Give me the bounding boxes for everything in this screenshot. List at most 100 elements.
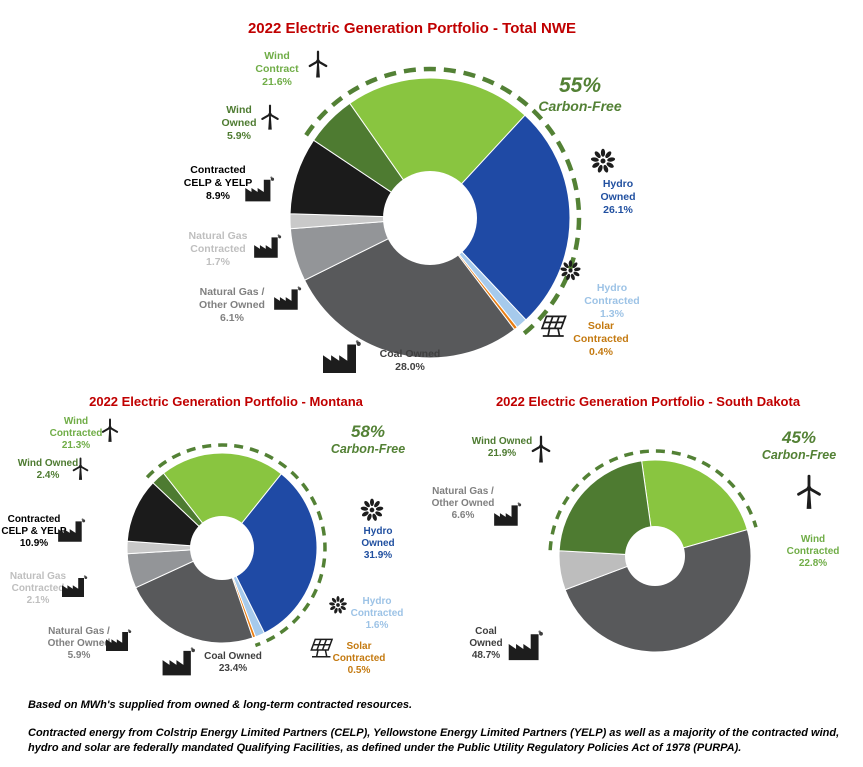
factory-icon	[252, 234, 282, 260]
segment-name: Contracted CELP & YELP	[1, 514, 67, 538]
factory-icon	[160, 647, 196, 678]
factory-icon	[56, 518, 86, 544]
wind-turbine-icon	[303, 50, 333, 80]
segment-label-natural-gas-contracted: Natural Gas Contracted 1.7%	[178, 230, 258, 268]
segment-value: 31.9%	[363, 550, 393, 562]
factory-icon	[60, 575, 88, 599]
segment-label-celp-yelp: Contracted CELP & YELP 10.9%	[0, 514, 68, 551]
segment-value: 28.0%	[395, 360, 425, 373]
slice-hydro-owned	[221, 473, 318, 634]
segment-label-hydro-owned: Hydro Owned 31.9%	[346, 526, 410, 563]
segment-name: Wind Contract	[255, 50, 299, 75]
segment-name: Solar Contracted	[332, 641, 386, 665]
segment-name: Hydro Owned	[600, 178, 636, 203]
wind-turbine-icon	[68, 457, 93, 482]
footnote-purpa: Contracted energy from Colstrip Energy L…	[28, 727, 840, 754]
segment-name: Natural Gas / Other Owned	[47, 626, 111, 650]
factory-icon	[506, 630, 544, 663]
segment-value: 1.3%	[600, 307, 624, 320]
chart-title: 2022 Electric Generation Portfolio - Tot…	[247, 20, 577, 37]
segment-label-wind-contracted: Wind Contracted 22.8%	[776, 534, 850, 571]
slice-hydro-owned	[429, 114, 571, 321]
factory-icon	[243, 176, 275, 204]
slice-wind-contracted	[162, 452, 283, 549]
chart-title: 2022 Electric Generation Portfolio - Sou…	[495, 394, 801, 409]
segment-name: Coal Owned	[379, 348, 441, 360]
segment-label-natural-gas-other-owned: Natural Gas / Other Owned 6.6%	[418, 486, 508, 523]
segment-value: 22.8%	[798, 558, 828, 570]
segment-label-wind-contracted: Wind Contracted 21.3%	[40, 416, 112, 453]
segment-name: Wind Contracted	[786, 534, 840, 558]
slice-coal-owned	[564, 529, 752, 653]
segment-name: Wind Owned	[221, 104, 257, 129]
segment-value: 10.9%	[19, 538, 49, 550]
carbon-free-callout: 58% Carbon-Free	[308, 422, 428, 456]
segment-value: 6.1%	[220, 311, 244, 324]
carbon-free-word: Carbon-Free	[538, 98, 622, 114]
segment-name: Natural Gas / Other Owned	[431, 486, 495, 510]
slice-wind-owned	[558, 460, 656, 557]
segment-value: 2.1%	[26, 595, 50, 607]
donut-total-nwe	[289, 66, 582, 359]
segment-value: 26.1%	[603, 203, 633, 216]
segment-name: Hydro Contracted	[350, 596, 404, 620]
donut-hole	[625, 526, 685, 586]
donut-south-dakota	[548, 449, 758, 653]
segment-label-wind-contract: Wind Contract 21.6%	[242, 50, 312, 88]
segment-value: 21.9%	[487, 448, 517, 460]
segment-value: 48.7%	[471, 650, 501, 662]
segment-label-coal-owned: Coal Owned 23.4%	[194, 651, 272, 675]
factory-icon	[104, 629, 132, 653]
segment-label-solar-contracted: Solar Contracted 0.4%	[566, 320, 636, 358]
hydro-turbine-icon	[327, 594, 349, 616]
segment-value: 0.4%	[589, 345, 613, 358]
segment-name: Natural Gas / Other Owned	[199, 286, 265, 311]
segment-value: 23.4%	[218, 663, 248, 675]
segment-name: Wind Contracted	[49, 416, 103, 440]
slice-wind-contract	[349, 77, 526, 219]
segment-value: 5.9%	[227, 129, 251, 142]
segment-label-solar-contracted: Solar Contracted 0.5%	[326, 641, 392, 678]
segment-name: Natural Gas Contracted	[188, 230, 248, 255]
segment-label-hydro-contracted: Hydro Contracted 1.3%	[576, 282, 648, 320]
hydro-turbine-icon	[558, 258, 583, 283]
segment-name: Solar Contracted	[573, 320, 629, 345]
wind-turbine-icon	[526, 435, 556, 465]
hydro-turbine-icon	[588, 146, 618, 176]
carbon-free-callout: 55% Carbon-Free	[515, 74, 645, 114]
wind-turbine-icon	[97, 418, 123, 444]
segment-value: 1.7%	[206, 255, 230, 268]
segment-name: Contracted CELP & YELP	[183, 164, 253, 189]
segment-label-wind-owned: Wind Owned 21.9%	[462, 436, 542, 460]
segment-value: 6.6%	[451, 510, 475, 522]
factory-icon	[492, 502, 522, 528]
segment-label-hydro-contracted: Hydro Contracted 1.6%	[342, 596, 412, 633]
segment-name: Coal Owned	[469, 626, 503, 650]
segment-name: Coal Owned	[204, 651, 262, 662]
segment-label-natural-gas-other-owned: Natural Gas / Other Owned 6.1%	[188, 286, 276, 324]
segment-value: 21.6%	[262, 75, 292, 88]
solar-panel-icon	[536, 310, 570, 340]
segment-label-coal-owned: Coal Owned 48.7%	[460, 626, 512, 663]
segment-label-celp-yelp: Contracted CELP & YELP 8.9%	[176, 164, 260, 202]
carbon-free-callout: 45% Carbon-Free	[738, 428, 860, 462]
carbon-free-arc	[548, 449, 758, 551]
segment-name: Wind Owned	[471, 436, 533, 447]
carbon-free-arc	[145, 443, 327, 648]
segment-name: Natural Gas Contracted	[9, 571, 67, 595]
chart-title: 2022 Electric Generation Portfolio - Mon…	[89, 394, 363, 409]
segment-value: 8.9%	[206, 189, 230, 202]
segment-value: 5.9%	[67, 650, 91, 662]
segment-name: Hydro Contracted	[584, 282, 640, 307]
segment-label-coal-owned: Coal Owned 28.0%	[368, 348, 452, 374]
hydro-turbine-icon	[358, 496, 386, 524]
factory-icon	[272, 286, 302, 312]
footnote-basis: Based on MWh's supplied from owned & lon…	[28, 699, 413, 711]
segment-label-natural-gas-contracted: Natural Gas Contracted 2.1%	[2, 571, 74, 608]
donut-montana	[126, 443, 327, 648]
segment-label-natural-gas-other-owned: Natural Gas / Other Owned 5.9%	[38, 626, 120, 663]
slice-coal-owned	[303, 217, 516, 359]
segment-label-hydro-owned: Hydro Owned 26.1%	[584, 178, 652, 216]
carbon-free-word: Carbon-Free	[330, 442, 406, 456]
segment-label-wind-owned: Wind Owned 5.9%	[208, 104, 270, 142]
